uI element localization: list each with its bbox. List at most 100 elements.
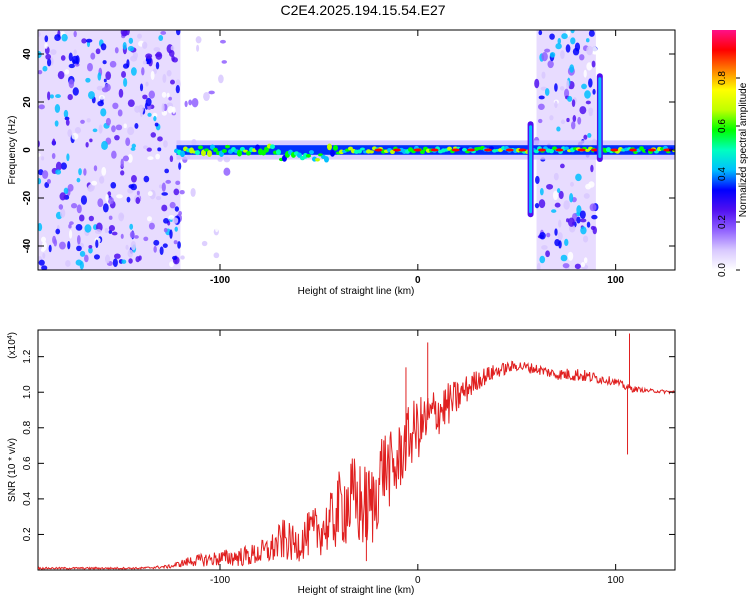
noise-blob (127, 154, 133, 163)
noise-blob (138, 255, 142, 261)
noise-blob (565, 44, 571, 53)
noise-blob (114, 253, 121, 259)
noise-blob (59, 192, 67, 201)
noise-blob (588, 107, 594, 115)
noise-blob (85, 77, 91, 83)
noise-blob (114, 135, 120, 141)
noise-blob (576, 205, 582, 215)
noise-blob (172, 255, 178, 261)
snr-x-label: Height of straight line (km) (298, 585, 415, 596)
noise-blob (125, 137, 131, 146)
noise-blob (155, 51, 163, 60)
noise-blob (148, 222, 155, 230)
spectrogram-image (38, 30, 675, 270)
signal-blob (269, 144, 275, 150)
signal-blob (638, 146, 644, 151)
noise-blob (171, 55, 175, 62)
noise-blob (534, 203, 540, 209)
noise-blob (590, 225, 596, 230)
noise-blob (47, 58, 52, 67)
noise-blob (150, 132, 157, 138)
noise-blob (142, 41, 148, 49)
spectrogram-x-label: Height of straight line (km) (298, 286, 415, 297)
noise-blob (162, 73, 167, 83)
noise-blob (127, 99, 135, 107)
noise-blob (38, 178, 42, 185)
noise-blob (90, 52, 96, 60)
noise-blob (155, 61, 160, 70)
noise-blob (67, 241, 71, 250)
noise-blob (536, 262, 541, 270)
noise-blob (115, 124, 123, 131)
noise-blob (554, 238, 561, 247)
noise-blob (120, 30, 128, 37)
noise-blob (47, 91, 51, 101)
noise-blob (214, 224, 219, 233)
noise-blob (55, 169, 62, 175)
noise-blob (220, 39, 226, 44)
noise-blob (73, 30, 77, 38)
noise-blob (546, 183, 554, 190)
noise-blob (41, 236, 47, 243)
noise-blob (196, 44, 200, 52)
noise-blob (549, 115, 554, 121)
noise-blob (93, 254, 100, 260)
noise-blob (88, 215, 94, 222)
noise-blob (119, 214, 125, 219)
signal-blob (197, 145, 203, 150)
noise-blob (174, 226, 178, 232)
noise-blob (538, 199, 546, 209)
noise-blob (561, 33, 568, 40)
noise-blob (38, 50, 42, 59)
noise-blob (155, 195, 162, 201)
noise-blob (558, 219, 562, 228)
signal-blob (206, 150, 212, 158)
noise-blob (120, 233, 124, 239)
noise-blob (111, 125, 116, 133)
noise-blob (166, 70, 172, 77)
colorbar-gradient (712, 30, 736, 270)
noise-blob (560, 50, 565, 60)
noise-blob (169, 155, 174, 163)
noise-blob (38, 152, 41, 157)
noise-blob (60, 208, 66, 218)
noise-blob (147, 112, 152, 117)
noise-blob (143, 145, 148, 150)
noise-blob (184, 100, 188, 108)
noise-blob (188, 99, 193, 106)
signal-blob (302, 152, 308, 159)
noise-blob (555, 43, 562, 50)
noise-blob (38, 259, 45, 266)
signal-peak (663, 148, 672, 152)
noise-blob (163, 218, 169, 224)
noise-blob (134, 105, 141, 113)
noise-blob (153, 47, 161, 52)
noise-blob (554, 202, 561, 208)
noise-blob (40, 247, 45, 252)
noise-blob (122, 41, 127, 50)
noise-blob (100, 108, 107, 117)
noise-blob (79, 250, 86, 257)
noise-blob (556, 126, 561, 132)
noise-blob (105, 194, 109, 202)
noise-blob (101, 140, 108, 151)
noise-blob (579, 106, 587, 115)
noise-blob (150, 70, 155, 80)
noise-blob (147, 156, 154, 160)
noise-blob (127, 249, 134, 258)
noise-blob (69, 221, 74, 225)
noise-blob (191, 98, 199, 108)
noise-blob (98, 124, 103, 134)
noise-blob (107, 191, 112, 197)
noise-blob (89, 138, 93, 143)
noise-blob (158, 35, 164, 41)
noise-blob (84, 254, 89, 263)
signal-blob (329, 149, 335, 157)
signal-blob (548, 148, 554, 154)
noise-blob (69, 229, 73, 239)
signal-blob (275, 149, 281, 155)
snr-y-tick-label: 0.8 (22, 420, 33, 434)
spectrogram-y-tick-label: -40 (22, 238, 33, 253)
noise-blob (172, 217, 179, 224)
noise-blob (574, 263, 581, 270)
